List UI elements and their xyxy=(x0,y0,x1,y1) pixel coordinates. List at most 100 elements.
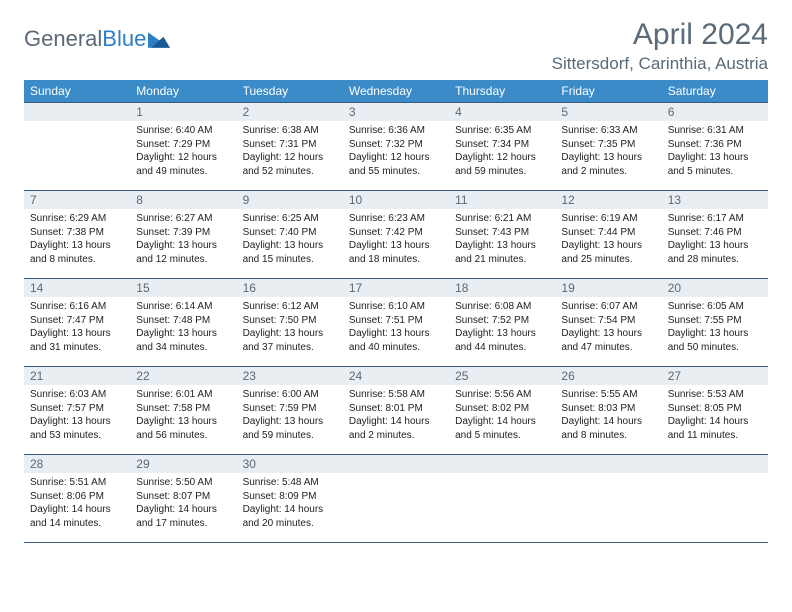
logo-triangle-icon xyxy=(148,30,170,48)
day-number: 9 xyxy=(237,191,343,209)
day-details xyxy=(24,121,130,128)
daylight-text: Daylight: 13 hours and 56 minutes. xyxy=(136,415,230,442)
calendar-day-cell: 2Sunrise: 6:38 AMSunset: 7:31 PMDaylight… xyxy=(237,103,343,191)
day-number: 30 xyxy=(237,455,343,473)
sunset-text: Sunset: 7:44 PM xyxy=(561,226,655,240)
daylight-text: Daylight: 13 hours and 2 minutes. xyxy=(561,151,655,178)
calendar-day-cell: 8Sunrise: 6:27 AMSunset: 7:39 PMDaylight… xyxy=(130,191,236,279)
calendar-day-cell: 24Sunrise: 5:58 AMSunset: 8:01 PMDayligh… xyxy=(343,367,449,455)
day-number: 27 xyxy=(662,367,768,385)
daylight-text: Daylight: 12 hours and 59 minutes. xyxy=(455,151,549,178)
day-details: Sunrise: 5:48 AMSunset: 8:09 PMDaylight:… xyxy=(237,473,343,534)
calendar-day-cell: 21Sunrise: 6:03 AMSunset: 7:57 PMDayligh… xyxy=(24,367,130,455)
day-details: Sunrise: 6:27 AMSunset: 7:39 PMDaylight:… xyxy=(130,209,236,270)
day-number: 13 xyxy=(662,191,768,209)
day-number: 14 xyxy=(24,279,130,297)
sunrise-text: Sunrise: 6:40 AM xyxy=(136,124,230,138)
day-number: 5 xyxy=(555,103,661,121)
daylight-text: Daylight: 14 hours and 8 minutes. xyxy=(561,415,655,442)
calendar-day-cell: 1Sunrise: 6:40 AMSunset: 7:29 PMDaylight… xyxy=(130,103,236,191)
weekday-header: Tuesday xyxy=(237,80,343,103)
sunset-text: Sunset: 7:40 PM xyxy=(243,226,337,240)
daylight-text: Daylight: 13 hours and 12 minutes. xyxy=(136,239,230,266)
daylight-text: Daylight: 12 hours and 55 minutes. xyxy=(349,151,443,178)
daylight-text: Daylight: 14 hours and 2 minutes. xyxy=(349,415,443,442)
weekday-header: Sunday xyxy=(24,80,130,103)
day-details: Sunrise: 5:58 AMSunset: 8:01 PMDaylight:… xyxy=(343,385,449,446)
day-details: Sunrise: 6:08 AMSunset: 7:52 PMDaylight:… xyxy=(449,297,555,358)
day-number: 20 xyxy=(662,279,768,297)
calendar-table: Sunday Monday Tuesday Wednesday Thursday… xyxy=(24,80,768,543)
calendar-day-cell: 28Sunrise: 5:51 AMSunset: 8:06 PMDayligh… xyxy=(24,455,130,543)
sunset-text: Sunset: 7:31 PM xyxy=(243,138,337,152)
day-number: . xyxy=(24,103,130,121)
location-label: Sittersdorf, Carinthia, Austria xyxy=(552,54,768,74)
sunset-text: Sunset: 7:35 PM xyxy=(561,138,655,152)
calendar-day-cell: 6Sunrise: 6:31 AMSunset: 7:36 PMDaylight… xyxy=(662,103,768,191)
day-details: Sunrise: 6:16 AMSunset: 7:47 PMDaylight:… xyxy=(24,297,130,358)
logo-text-general: General xyxy=(24,26,102,51)
sunrise-text: Sunrise: 6:25 AM xyxy=(243,212,337,226)
calendar-day-cell: . xyxy=(449,455,555,543)
sunrise-text: Sunrise: 6:23 AM xyxy=(349,212,443,226)
daylight-text: Daylight: 13 hours and 40 minutes. xyxy=(349,327,443,354)
sunrise-text: Sunrise: 5:55 AM xyxy=(561,388,655,402)
logo-text-blue: Blue xyxy=(102,26,146,51)
day-number: 7 xyxy=(24,191,130,209)
day-details: Sunrise: 6:33 AMSunset: 7:35 PMDaylight:… xyxy=(555,121,661,182)
title-block: April 2024 Sittersdorf, Carinthia, Austr… xyxy=(552,18,768,74)
calendar-day-cell: . xyxy=(24,103,130,191)
daylight-text: Daylight: 14 hours and 14 minutes. xyxy=(30,503,124,530)
day-details: Sunrise: 6:35 AMSunset: 7:34 PMDaylight:… xyxy=(449,121,555,182)
daylight-text: Daylight: 14 hours and 11 minutes. xyxy=(668,415,762,442)
sunrise-text: Sunrise: 6:01 AM xyxy=(136,388,230,402)
sunrise-text: Sunrise: 6:38 AM xyxy=(243,124,337,138)
day-details: Sunrise: 6:31 AMSunset: 7:36 PMDaylight:… xyxy=(662,121,768,182)
logo: GeneralBlue xyxy=(24,18,170,52)
sunset-text: Sunset: 7:32 PM xyxy=(349,138,443,152)
sunset-text: Sunset: 7:46 PM xyxy=(668,226,762,240)
calendar-week-row: 21Sunrise: 6:03 AMSunset: 7:57 PMDayligh… xyxy=(24,367,768,455)
sunset-text: Sunset: 7:39 PM xyxy=(136,226,230,240)
weekday-header: Wednesday xyxy=(343,80,449,103)
sunset-text: Sunset: 7:38 PM xyxy=(30,226,124,240)
weekday-header: Friday xyxy=(555,80,661,103)
sunset-text: Sunset: 7:51 PM xyxy=(349,314,443,328)
day-details xyxy=(449,473,555,480)
day-number: 10 xyxy=(343,191,449,209)
day-details: Sunrise: 6:05 AMSunset: 7:55 PMDaylight:… xyxy=(662,297,768,358)
calendar-day-cell: 3Sunrise: 6:36 AMSunset: 7:32 PMDaylight… xyxy=(343,103,449,191)
calendar-day-cell: . xyxy=(555,455,661,543)
calendar-day-cell: 23Sunrise: 6:00 AMSunset: 7:59 PMDayligh… xyxy=(237,367,343,455)
daylight-text: Daylight: 13 hours and 59 minutes. xyxy=(243,415,337,442)
day-details xyxy=(343,473,449,480)
sunset-text: Sunset: 7:57 PM xyxy=(30,402,124,416)
sunset-text: Sunset: 8:09 PM xyxy=(243,490,337,504)
calendar-day-cell: 27Sunrise: 5:53 AMSunset: 8:05 PMDayligh… xyxy=(662,367,768,455)
day-details: Sunrise: 6:38 AMSunset: 7:31 PMDaylight:… xyxy=(237,121,343,182)
sunset-text: Sunset: 7:29 PM xyxy=(136,138,230,152)
sunrise-text: Sunrise: 6:14 AM xyxy=(136,300,230,314)
day-details: Sunrise: 6:19 AMSunset: 7:44 PMDaylight:… xyxy=(555,209,661,270)
calendar-day-cell: . xyxy=(343,455,449,543)
day-details: Sunrise: 6:25 AMSunset: 7:40 PMDaylight:… xyxy=(237,209,343,270)
sunset-text: Sunset: 8:02 PM xyxy=(455,402,549,416)
calendar-day-cell: 9Sunrise: 6:25 AMSunset: 7:40 PMDaylight… xyxy=(237,191,343,279)
sunset-text: Sunset: 7:55 PM xyxy=(668,314,762,328)
sunset-text: Sunset: 7:48 PM xyxy=(136,314,230,328)
day-number: 4 xyxy=(449,103,555,121)
sunrise-text: Sunrise: 6:33 AM xyxy=(561,124,655,138)
daylight-text: Daylight: 13 hours and 37 minutes. xyxy=(243,327,337,354)
logo-text: GeneralBlue xyxy=(24,26,146,52)
calendar-day-cell: 26Sunrise: 5:55 AMSunset: 8:03 PMDayligh… xyxy=(555,367,661,455)
sunset-text: Sunset: 8:05 PM xyxy=(668,402,762,416)
weekday-header: Monday xyxy=(130,80,236,103)
sunset-text: Sunset: 8:01 PM xyxy=(349,402,443,416)
sunrise-text: Sunrise: 6:21 AM xyxy=(455,212,549,226)
calendar-day-cell: 20Sunrise: 6:05 AMSunset: 7:55 PMDayligh… xyxy=(662,279,768,367)
sunrise-text: Sunrise: 6:16 AM xyxy=(30,300,124,314)
sunrise-text: Sunrise: 5:56 AM xyxy=(455,388,549,402)
daylight-text: Daylight: 13 hours and 8 minutes. xyxy=(30,239,124,266)
daylight-text: Daylight: 14 hours and 17 minutes. xyxy=(136,503,230,530)
calendar-day-cell: 17Sunrise: 6:10 AMSunset: 7:51 PMDayligh… xyxy=(343,279,449,367)
